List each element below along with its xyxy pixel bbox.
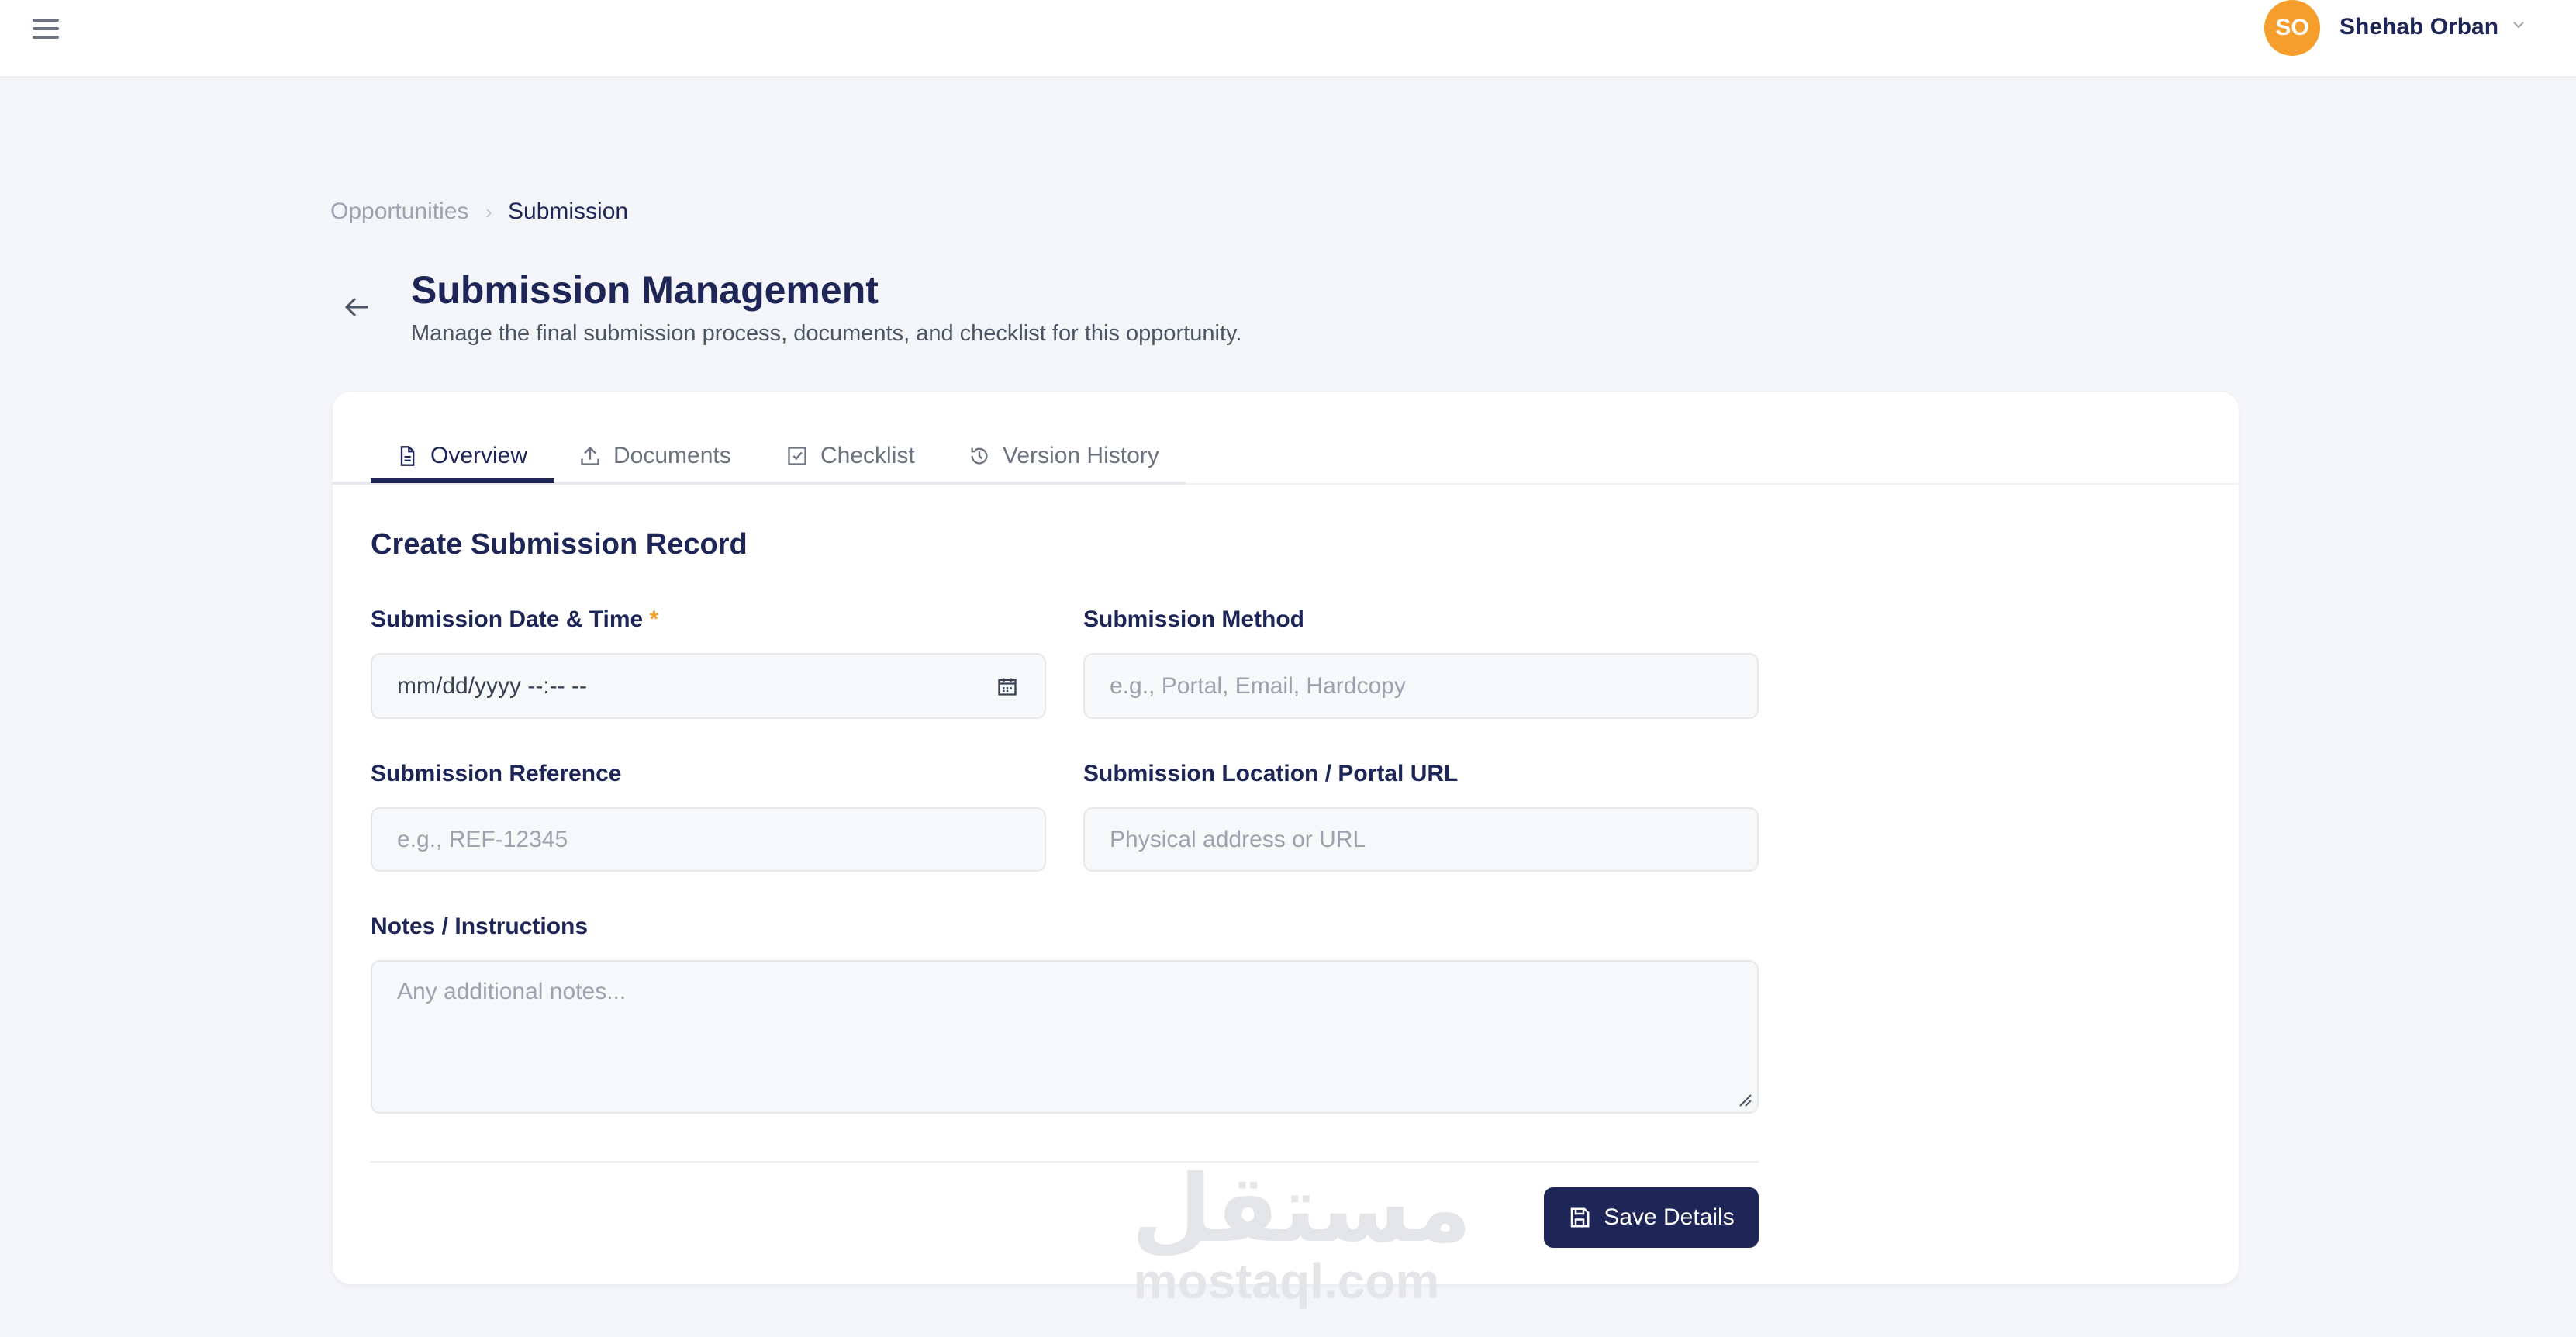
placeholder: e.g., REF-12345	[397, 826, 568, 852]
placeholder: Any additional notes...	[397, 979, 627, 1004]
calendar-icon[interactable]	[996, 675, 1018, 697]
required-mark: *	[649, 606, 659, 632]
tab-documents[interactable]: Documents	[579, 430, 731, 482]
submission-card: Overview Documents Checklist Version His…	[332, 391, 2240, 1285]
tab-bar-border	[333, 482, 1186, 485]
user-name[interactable]: Shehab Orban	[2339, 14, 2499, 40]
date-label: Submission Date & Time *	[371, 606, 659, 632]
tab-label: Overview	[430, 443, 528, 468]
reference-label: Submission Reference	[371, 761, 622, 786]
chevron-down-icon[interactable]	[2511, 17, 2526, 33]
tab-checklist[interactable]: Checklist	[786, 430, 915, 482]
save-details-button[interactable]: Save Details	[1544, 1187, 1759, 1248]
page-subtitle: Manage the final submission process, doc…	[411, 321, 1242, 346]
tab-version-history[interactable]: Version History	[969, 430, 1159, 482]
history-icon	[971, 447, 988, 465]
resize-handle-icon[interactable]	[1735, 1090, 1752, 1107]
page-title: Submission Management	[411, 268, 879, 312]
placeholder: e.g., Portal, Email, Hardcopy	[1110, 672, 1406, 699]
watermark-latin: mostaql.com	[1133, 1253, 1440, 1309]
placeholder: Physical address or URL	[1110, 826, 1366, 852]
submission-date-input[interactable]: mm/dd/yyyy --:-- --	[371, 653, 1046, 719]
breadcrumb-separator: ›	[485, 200, 492, 223]
document-icon	[400, 446, 415, 466]
top-bar: SO Shehab Orban	[0, 0, 2576, 78]
tab-label: Version History	[1003, 443, 1159, 468]
upload-icon	[581, 446, 599, 465]
tab-label: Checklist	[820, 443, 915, 468]
section-title: Create Submission Record	[371, 528, 748, 561]
date-value: mm/dd/yyyy --:-- --	[397, 672, 587, 699]
location-label: Submission Location / Portal URL	[1083, 761, 1459, 786]
back-arrow-icon[interactable]	[343, 295, 371, 320]
button-label: Save Details	[1604, 1204, 1735, 1230]
tab-overview[interactable]: Overview	[396, 430, 527, 482]
checkbox-icon	[788, 447, 806, 465]
submission-location-input[interactable]: Physical address or URL	[1083, 807, 1759, 872]
tab-divider	[333, 483, 2240, 485]
avatar[interactable]: SO	[2264, 0, 2320, 56]
breadcrumb-current: Submission	[508, 199, 629, 224]
submission-reference-input[interactable]: e.g., REF-12345	[371, 807, 1046, 872]
save-icon	[1571, 1207, 1590, 1228]
method-label: Submission Method	[1083, 606, 1304, 632]
submission-method-input[interactable]: e.g., Portal, Email, Hardcopy	[1083, 653, 1759, 719]
watermark-logo: مستقل mostaql.com	[1131, 1156, 1472, 1309]
form-divider	[371, 1161, 1759, 1163]
watermark-arabic: مستقل	[1131, 1156, 1472, 1263]
breadcrumb-opportunities[interactable]: Opportunities	[330, 199, 469, 224]
notes-textarea[interactable]: Any additional notes...	[371, 960, 1759, 1114]
menu-icon[interactable]	[33, 19, 59, 39]
active-tab-indicator	[371, 478, 554, 483]
notes-label: Notes / Instructions	[371, 914, 589, 939]
tab-label: Documents	[613, 443, 731, 468]
